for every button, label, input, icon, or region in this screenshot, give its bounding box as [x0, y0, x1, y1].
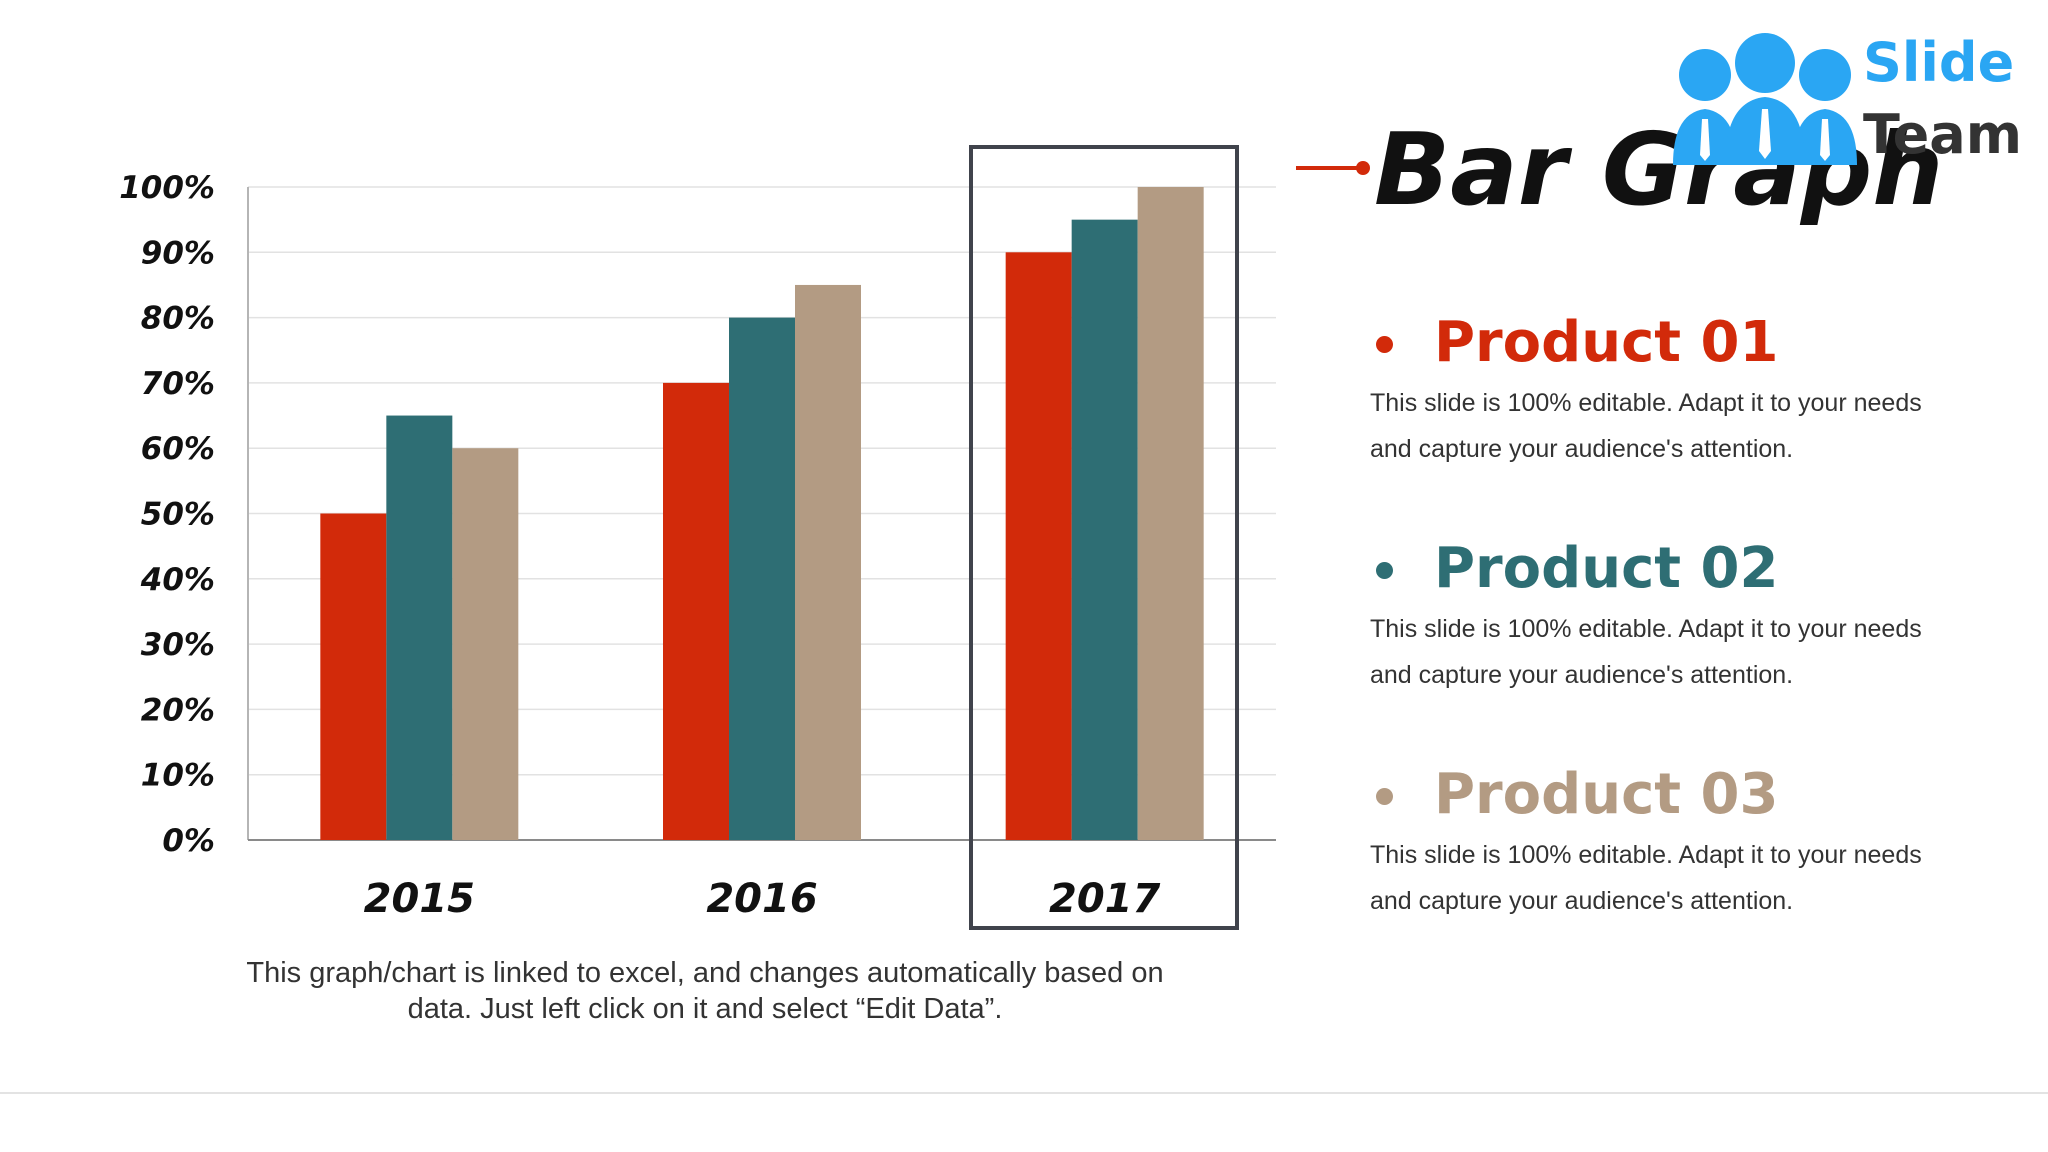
bullet-icon	[1376, 788, 1393, 805]
product-02-description: This slide is 100% editable. Adapt it to…	[1370, 615, 1922, 689]
product-01: Product 01 This slide is 100% editable. …	[1370, 308, 1930, 472]
product-03: Product 03 This slide is 100% editable. …	[1370, 760, 1930, 924]
y-tick-label: 80%	[141, 301, 215, 337]
chart-note-line1: This graph/chart is linked to excel, and…	[246, 957, 1164, 989]
chart-note-line2: data. Just left click on it and select “…	[407, 993, 1003, 1025]
bar	[1005, 252, 1072, 841]
y-tick-label: 100%	[119, 170, 215, 206]
product-02-name: Product 02	[1434, 536, 1779, 601]
bar	[386, 415, 453, 840]
bullet-icon	[1376, 336, 1393, 353]
title-accent-line	[1296, 166, 1362, 170]
y-tick-label: 30%	[141, 627, 215, 663]
x-category-label: 2017	[1049, 876, 1160, 922]
bar	[1071, 219, 1138, 840]
bullet-icon	[1376, 562, 1393, 579]
y-tick-label: 70%	[141, 366, 215, 402]
x-category-label: 2015	[364, 876, 475, 922]
chart-note: This graph/chart is linked to excel, and…	[200, 955, 1210, 1027]
y-tick-label: 50%	[141, 497, 215, 533]
product-01-name: Product 01	[1434, 310, 1779, 375]
product-02: Product 02 This slide is 100% editable. …	[1370, 534, 1930, 698]
bar	[795, 284, 861, 840]
highlight-box-2017	[969, 145, 1239, 930]
footer-divider	[0, 1092, 2048, 1094]
product-01-description: This slide is 100% editable. Adapt it to…	[1370, 389, 1922, 463]
product-03-name: Product 03	[1434, 762, 1779, 827]
logo: Slide Team	[1665, 25, 2035, 166]
bar	[663, 382, 729, 840]
y-tick-label: 60%	[141, 431, 215, 467]
bar	[1137, 187, 1204, 840]
product-03-description: This slide is 100% editable. Adapt it to…	[1370, 841, 1922, 915]
logo-text-team: Team	[1863, 103, 2022, 166]
y-tick-label: 20%	[141, 692, 215, 728]
logo-text-slide: Slide	[1863, 31, 2015, 94]
people-icon	[1673, 33, 1857, 165]
y-tick-label: 0%	[162, 823, 215, 859]
bar-chart[interactable]: 0% 10% 20% 30% 40% 50% 60% 70% 80% 90% 100% 2015 201…	[0, 0, 1300, 960]
bar	[452, 448, 519, 840]
x-category-label: 2016	[706, 876, 817, 922]
y-tick-label: 40%	[140, 562, 215, 598]
y-tick-label: 10%	[141, 758, 215, 794]
y-tick-label: 90%	[141, 235, 215, 271]
bar	[729, 317, 795, 841]
title-accent-dot	[1356, 161, 1370, 175]
bar	[320, 513, 387, 840]
